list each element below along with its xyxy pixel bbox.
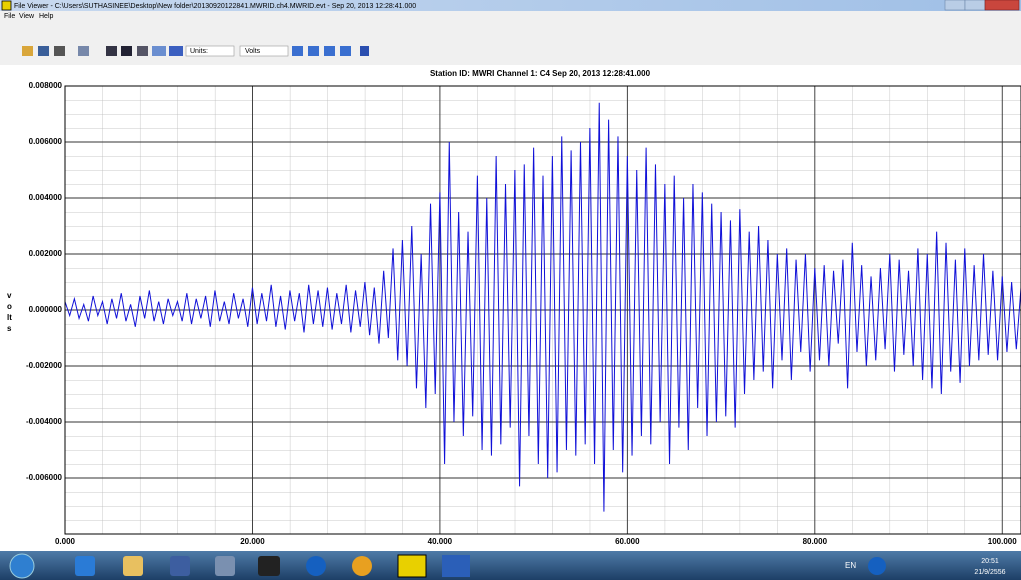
window-title: File Viewer - C:\Users\SUTHASINEE\Deskto…: [14, 3, 416, 10]
clock-time: 20:51: [981, 558, 999, 565]
x-tick-label: 0.000: [55, 537, 76, 546]
units-dropdown[interactable]: [239, 45, 289, 57]
x-tick-label: 80.000: [803, 537, 828, 546]
menu-item[interactable]: View: [19, 13, 35, 20]
y-axis-label: volts: [7, 291, 12, 333]
taskbar-help[interactable]: [306, 556, 326, 576]
tool-button[interactable]: [324, 46, 335, 56]
units-value[interactable]: Volts: [245, 48, 261, 55]
tool-button[interactable]: [106, 46, 117, 56]
taskbar-ie[interactable]: [75, 556, 95, 576]
taskbar-fileviewer[interactable]: [397, 554, 427, 578]
minimize-button[interactable]: [944, 0, 966, 11]
taskbar-app[interactable]: [170, 556, 190, 576]
tool-button[interactable]: [340, 46, 351, 56]
y-tick-label: -0.004000: [26, 417, 63, 426]
tool-button[interactable]: [292, 46, 303, 56]
y-tick-label: 0.006000: [29, 137, 63, 146]
x-tick-label: 40.000: [428, 537, 453, 546]
menu-bar: [0, 11, 1021, 21]
tool-button[interactable]: [308, 46, 319, 56]
taskbar-cmd[interactable]: [258, 556, 280, 576]
taskbar-word[interactable]: [442, 555, 470, 577]
x-tick-label: 60.000: [615, 537, 640, 546]
units-label: Units:: [190, 48, 208, 55]
title-bar: [0, 0, 1021, 11]
plot-border: [64, 85, 1021, 535]
chart-title: Station ID: MWRI Channel 1: C4 Sep 20, 2…: [430, 69, 651, 78]
toolbar-buttons: [22, 45, 369, 57]
open-button[interactable]: [22, 46, 33, 56]
taskbar: [0, 551, 1021, 580]
tray-help[interactable]: [868, 557, 886, 575]
tool-button[interactable]: [78, 46, 89, 56]
toolbar: [0, 21, 1021, 65]
waveform: [64, 102, 1021, 512]
taskbar-explorer[interactable]: [123, 556, 143, 576]
language-indicator[interactable]: EN: [845, 561, 856, 570]
y-tick-label: 0.008000: [29, 81, 63, 90]
taskbar-app[interactable]: [215, 556, 235, 576]
clock-date: 21/9/2556: [974, 569, 1005, 576]
y-tick-label: 0.000000: [29, 305, 63, 314]
y-tick-label: -0.006000: [26, 473, 63, 482]
y-tick-label: -0.002000: [26, 361, 63, 370]
y-tick-label: 0.004000: [29, 193, 63, 202]
tool-button[interactable]: [152, 46, 166, 56]
units-label-box: [185, 45, 235, 57]
app-icon: [1, 0, 12, 11]
tool-button[interactable]: [121, 46, 132, 56]
taskbar-chrome[interactable]: [352, 556, 372, 576]
save-button[interactable]: [38, 46, 49, 56]
menu-item[interactable]: Help: [39, 13, 54, 20]
tool-button[interactable]: [137, 46, 148, 56]
y-tick-label: 0.002000: [29, 249, 63, 258]
x-tick-label: 20.000: [240, 537, 265, 546]
menu-item[interactable]: File: [4, 13, 15, 20]
tool-button[interactable]: [360, 46, 369, 56]
maximize-button[interactable]: [964, 0, 986, 11]
print-button[interactable]: [54, 46, 65, 56]
x-tick-label: 100.000: [988, 537, 1017, 546]
close-button[interactable]: [984, 0, 1020, 11]
tool-button[interactable]: [169, 46, 183, 56]
start-button[interactable]: [9, 553, 35, 579]
